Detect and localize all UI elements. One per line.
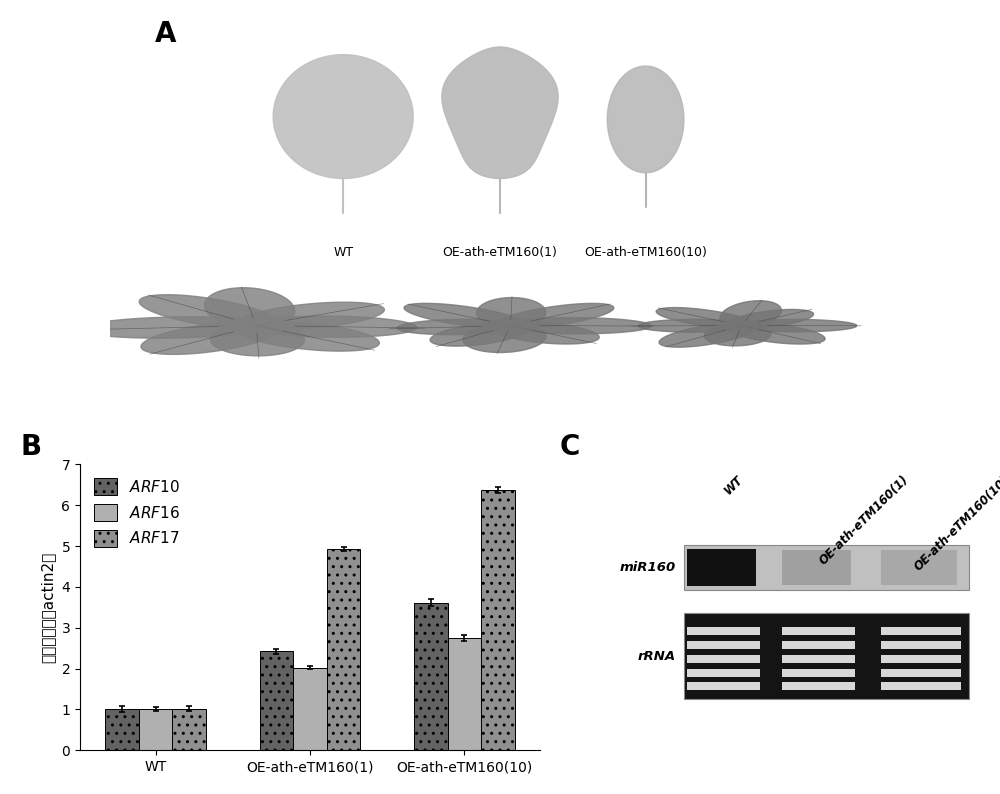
Polygon shape <box>499 318 651 334</box>
Bar <box>139 709 172 750</box>
Polygon shape <box>204 287 295 329</box>
Polygon shape <box>729 310 814 328</box>
Polygon shape <box>239 303 384 330</box>
Bar <box>448 638 481 750</box>
Polygon shape <box>638 319 750 332</box>
Polygon shape <box>397 319 520 334</box>
Polygon shape <box>141 322 277 354</box>
FancyBboxPatch shape <box>881 641 961 649</box>
FancyBboxPatch shape <box>782 682 855 690</box>
Polygon shape <box>659 323 755 347</box>
Polygon shape <box>139 295 277 329</box>
Polygon shape <box>236 322 379 351</box>
Polygon shape <box>704 324 771 346</box>
Text: B: B <box>20 433 41 461</box>
Polygon shape <box>728 323 825 344</box>
Bar <box>293 668 327 750</box>
Polygon shape <box>404 303 524 329</box>
Polygon shape <box>656 307 753 328</box>
Bar <box>327 549 360 750</box>
Text: WT: WT <box>722 473 746 497</box>
Polygon shape <box>496 303 614 329</box>
FancyBboxPatch shape <box>687 669 760 676</box>
Polygon shape <box>477 298 546 328</box>
Bar <box>105 709 139 750</box>
FancyBboxPatch shape <box>782 669 855 676</box>
FancyBboxPatch shape <box>782 641 855 649</box>
FancyBboxPatch shape <box>782 655 855 663</box>
FancyBboxPatch shape <box>687 549 756 586</box>
Text: OE-ath-eTM160(10): OE-ath-eTM160(10) <box>912 473 1000 573</box>
Text: OE-ath-eTM160(1): OE-ath-eTM160(1) <box>443 246 557 259</box>
FancyBboxPatch shape <box>881 655 961 663</box>
Text: A: A <box>155 20 176 48</box>
FancyBboxPatch shape <box>782 627 855 635</box>
FancyBboxPatch shape <box>881 627 961 635</box>
FancyBboxPatch shape <box>782 550 851 584</box>
Text: OE-ath-eTM160(1): OE-ath-eTM160(1) <box>817 473 911 568</box>
Polygon shape <box>79 317 271 338</box>
Text: OE-ath-eTM160(10): OE-ath-eTM160(10) <box>584 246 707 259</box>
Polygon shape <box>273 55 413 179</box>
FancyBboxPatch shape <box>881 550 957 584</box>
Text: miR160: miR160 <box>620 561 676 574</box>
FancyBboxPatch shape <box>881 669 961 676</box>
FancyBboxPatch shape <box>687 627 760 635</box>
Polygon shape <box>442 47 558 179</box>
FancyBboxPatch shape <box>684 545 969 590</box>
FancyBboxPatch shape <box>687 641 760 649</box>
FancyBboxPatch shape <box>881 682 961 690</box>
Bar <box>260 651 293 750</box>
Polygon shape <box>495 322 599 344</box>
Y-axis label: 相对表达量（actin2）: 相对表达量（actin2） <box>41 552 56 663</box>
Text: rRNA: rRNA <box>638 649 676 662</box>
Polygon shape <box>210 323 304 356</box>
Polygon shape <box>463 323 546 353</box>
Polygon shape <box>732 319 857 332</box>
Bar <box>481 490 515 750</box>
Legend: $ARF10$, $ARF16$, $ARF17$: $ARF10$, $ARF16$, $ARF17$ <box>88 472 186 553</box>
Polygon shape <box>430 323 527 346</box>
Polygon shape <box>607 66 684 173</box>
FancyBboxPatch shape <box>687 682 760 690</box>
FancyBboxPatch shape <box>684 613 969 699</box>
Bar <box>414 603 448 750</box>
Polygon shape <box>720 301 781 328</box>
Polygon shape <box>243 316 417 337</box>
Bar <box>172 709 206 750</box>
Text: WT: WT <box>333 246 353 259</box>
Text: C: C <box>560 433 580 461</box>
FancyBboxPatch shape <box>687 655 760 663</box>
